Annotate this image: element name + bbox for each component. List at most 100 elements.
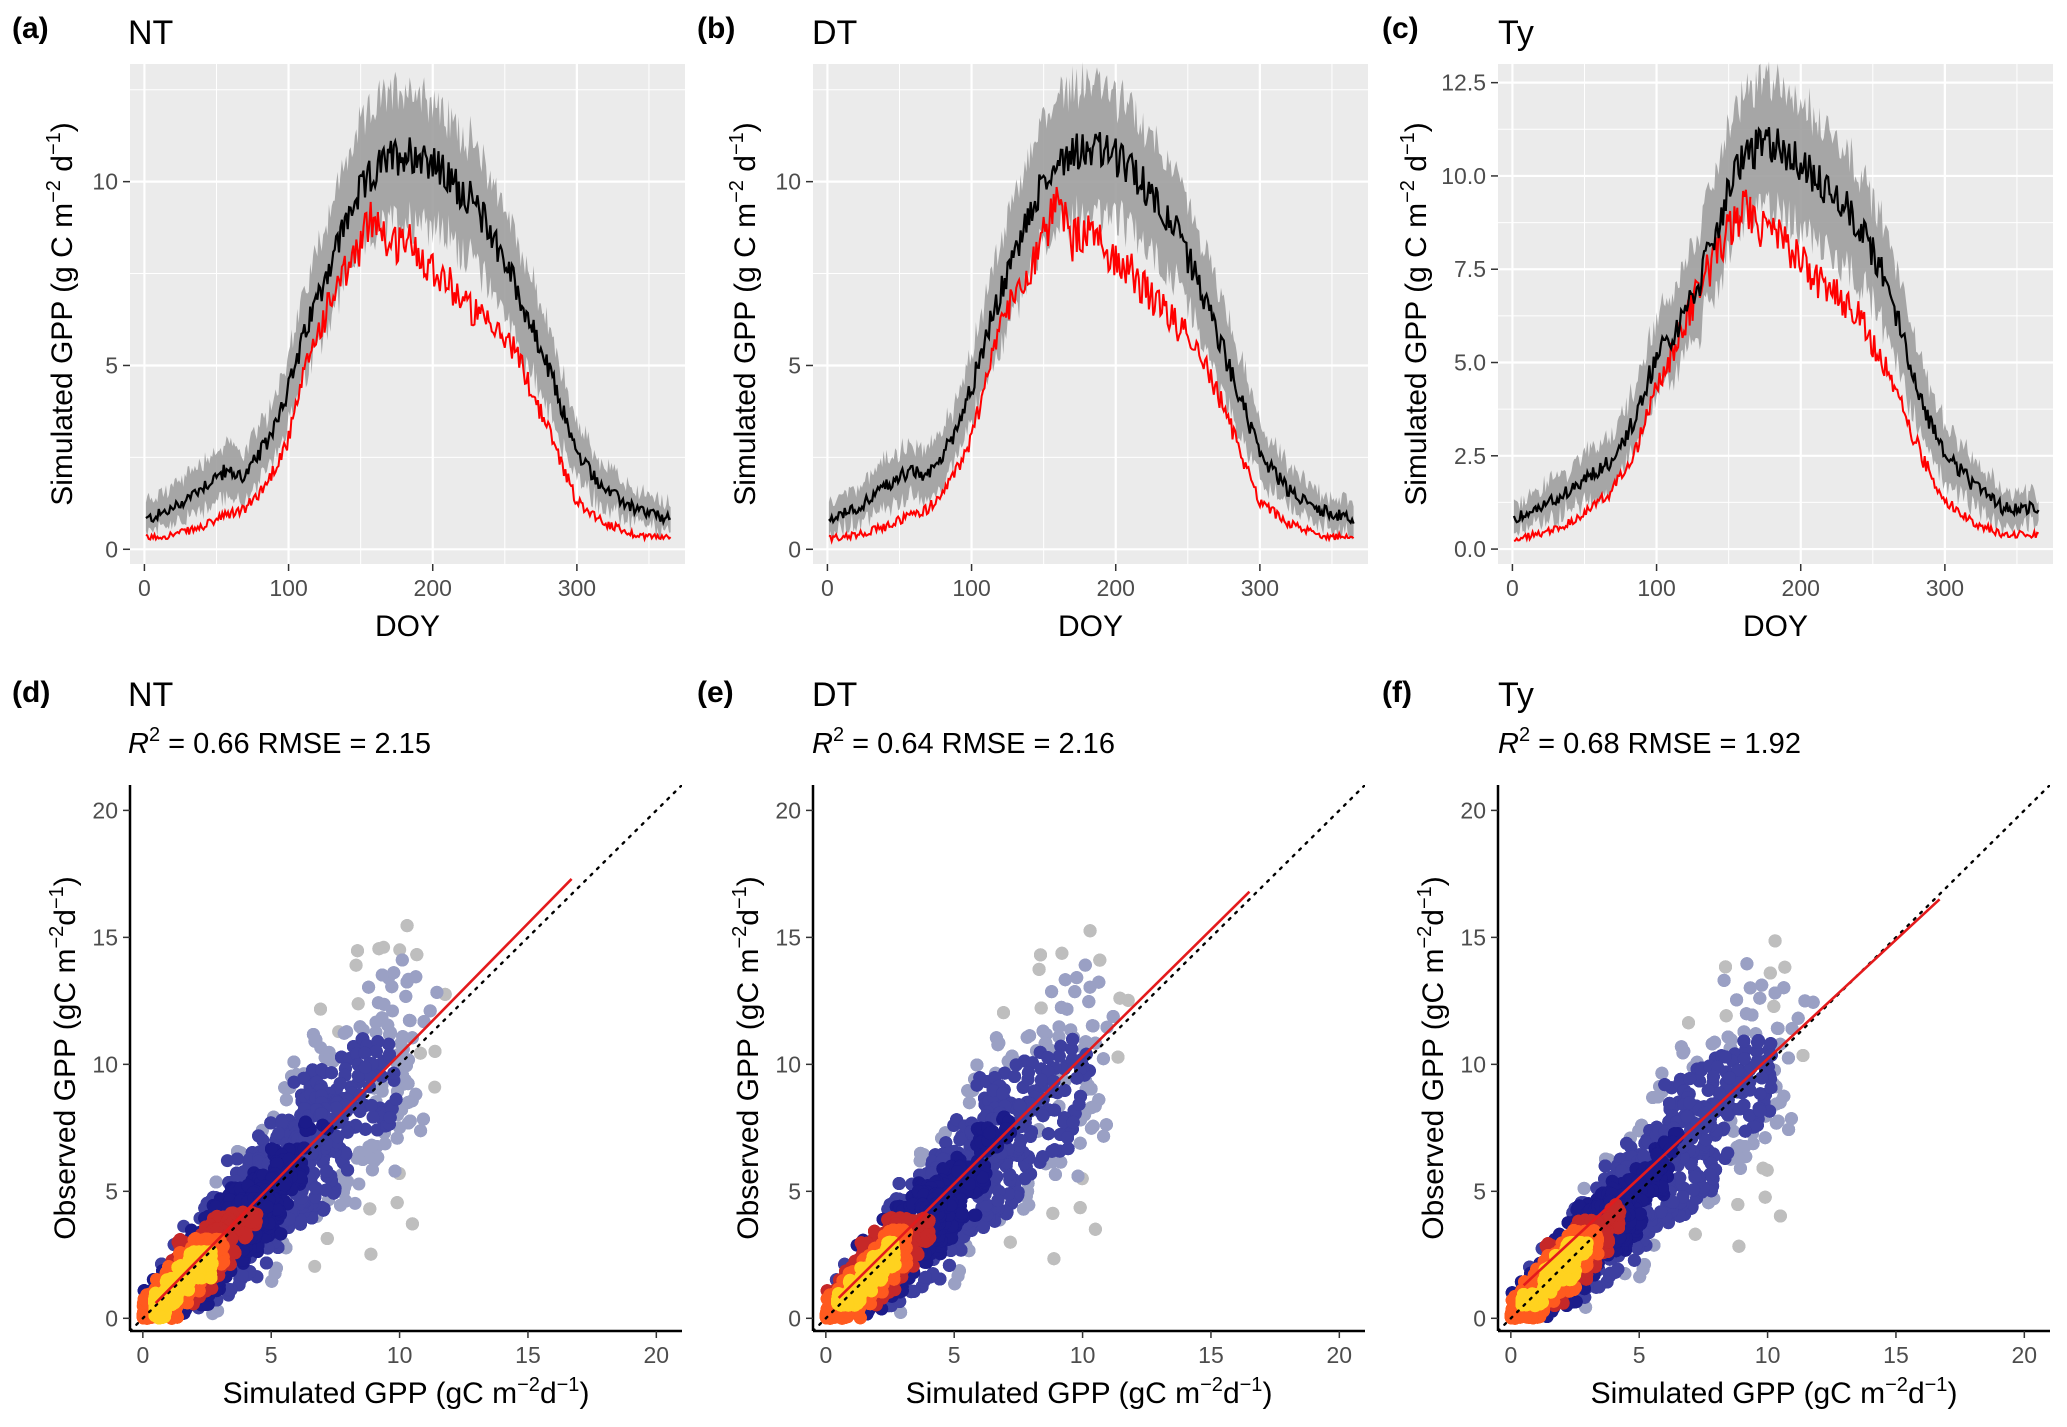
x-tick-label: 0	[821, 575, 834, 601]
scatter-point	[350, 959, 363, 972]
scatter-point	[404, 1014, 417, 1027]
x-tick-label: 0	[138, 575, 151, 601]
scatter-point	[401, 976, 414, 989]
scatter-point	[320, 1165, 333, 1178]
scatter-point	[351, 944, 364, 957]
scatter-point	[366, 1163, 379, 1176]
scatter-point	[340, 1025, 353, 1038]
scatter-point	[385, 980, 398, 993]
r2-symbol: R	[128, 728, 149, 760]
x-tick-label: 200	[1097, 575, 1135, 601]
panel-title-c: Ty	[1498, 14, 1534, 52]
scatter-points	[130, 785, 682, 1331]
scatter-point	[384, 1111, 397, 1124]
x-tick-label: 100	[269, 575, 307, 601]
x-tick-label: 200	[414, 575, 452, 601]
r2-value: 0.66	[193, 728, 249, 760]
y-tick-label: 0	[105, 536, 118, 562]
scatter-point	[341, 1164, 354, 1177]
scatter-point	[387, 1067, 400, 1080]
rmse-value: 2.15	[375, 728, 431, 760]
scatter-point	[406, 1217, 419, 1230]
scatter-point	[362, 981, 375, 994]
y-axis-title: Simulated GPP (g C m−2 d−1)	[43, 122, 79, 506]
scatter-point	[274, 1227, 287, 1240]
scatter-point	[231, 1153, 244, 1166]
scatter-point	[269, 1267, 282, 1280]
y-axis-title: Simulated GPP (g C m−2 d−1)	[1397, 122, 1433, 506]
scatter-point	[352, 997, 365, 1010]
scatter-point	[401, 919, 414, 932]
y-axis-title-part: d	[46, 155, 79, 180]
scatter-point	[299, 1116, 312, 1129]
x-tick-label: 0	[1506, 575, 1519, 601]
y-tick-label: 10.0	[1441, 163, 1486, 189]
scatter-point	[359, 1061, 372, 1074]
x-tick-label: 100	[1637, 575, 1675, 601]
y-axis-title-part: −2	[726, 180, 748, 203]
scatter-point	[390, 1093, 403, 1106]
y-tick-label: 10	[92, 169, 118, 195]
x-tick-label: 200	[1782, 575, 1820, 601]
r2-equals: =	[160, 728, 193, 760]
r2-exponent: 2	[149, 724, 160, 746]
scatter-point	[364, 1248, 377, 1261]
scatter-point	[365, 1099, 378, 1112]
x-axis-title: DOY	[1743, 610, 1808, 643]
y-axis-title-part: Simulated GPP (g C m	[46, 203, 79, 506]
scatter-point	[430, 986, 443, 999]
scatter-point	[372, 996, 385, 1009]
y-axis-title-part: )	[729, 122, 762, 132]
rmse-label: RMSE =	[250, 728, 375, 760]
scatter-point	[334, 1199, 347, 1212]
x-tick-label: 300	[1926, 575, 1964, 601]
scatter-point	[428, 1081, 441, 1094]
scatter-point	[334, 1077, 347, 1090]
scatter-point	[236, 1269, 249, 1282]
scatter-point	[308, 1260, 321, 1273]
scatter-point	[417, 1113, 430, 1126]
y-tick-label: 5	[788, 352, 801, 378]
y-tick-label: 5.0	[1454, 350, 1486, 376]
panel-letter-d: (d)	[12, 676, 50, 709]
x-tick-label: 300	[1241, 575, 1279, 601]
scatter-point	[261, 1200, 274, 1213]
y-axis-title: Simulated GPP (g C m−2 d−1)	[726, 122, 762, 506]
y-tick-label: 7.5	[1454, 256, 1486, 282]
scatter-point	[352, 1178, 365, 1191]
scatter-point	[353, 1146, 366, 1159]
scatter-point	[321, 1232, 334, 1245]
y-tick-label: 12.5	[1441, 70, 1486, 96]
y-axis-title-part: −2	[1397, 180, 1419, 203]
scatter-point	[387, 966, 400, 979]
y-axis-title-part: −1	[43, 132, 65, 155]
scatter-point	[249, 1213, 262, 1226]
y-tick-label: 0	[788, 536, 801, 562]
scatter-point	[287, 1056, 300, 1069]
x-tick-label: 300	[558, 575, 596, 601]
y-tick-label: 10	[775, 169, 801, 195]
scatter-point	[414, 1124, 427, 1137]
scatter-point	[381, 1019, 394, 1032]
scatter-point	[280, 1093, 293, 1106]
y-axis-title-part: Simulated GPP (g C m	[1400, 203, 1433, 506]
scatter-point	[429, 1045, 442, 1058]
y-axis-title-part: Simulated GPP (g C m	[729, 203, 762, 506]
scatter-point	[396, 954, 409, 967]
panel-letter-b: (b)	[697, 12, 735, 45]
y-axis-title-part: −1	[1397, 132, 1419, 155]
scatter-point	[315, 1107, 328, 1120]
scatter-point	[260, 1257, 273, 1270]
scatter-point	[210, 1176, 223, 1189]
y-axis-title-part: −2	[43, 180, 65, 203]
scatter-point	[363, 1202, 376, 1215]
scatter-point	[278, 1178, 291, 1191]
y-tick-label: 5	[105, 352, 118, 378]
panel-title-d: NT	[128, 676, 173, 714]
